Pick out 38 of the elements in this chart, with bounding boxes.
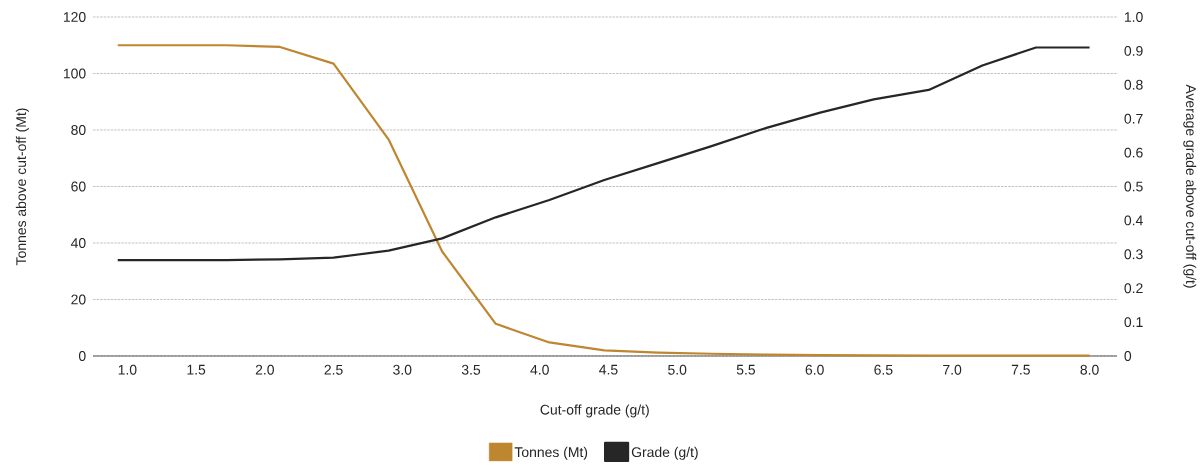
x-tick-label: 3.0 <box>393 364 412 375</box>
y2-tick-label: 0 <box>1124 351 1132 361</box>
y2-tick-label: 0.9 <box>1124 45 1143 56</box>
y2-tick-label: 0.6 <box>1124 147 1143 158</box>
x-tick-label: 5.5 <box>736 364 756 375</box>
y2-tick-label: 0.8 <box>1124 79 1143 90</box>
x-tick-label: 1.0 <box>118 364 137 375</box>
x-axis-title: Cut-off grade (g/t) <box>540 404 649 418</box>
x-tick-label: 4.0 <box>530 364 549 375</box>
y-tick-label: 100 <box>63 68 86 79</box>
legend-label: Grade (g/t) <box>631 446 698 460</box>
y2-tick-label: 0.5 <box>1124 181 1143 192</box>
x-tick-label: 8.0 <box>1080 364 1099 375</box>
x-tick-label: 6.0 <box>805 364 824 375</box>
legend-label: Tonnes (Mt) <box>514 446 588 460</box>
y-tick-label: 40 <box>70 238 86 248</box>
x-tick-label: 2.5 <box>324 364 343 375</box>
x-tick-label: 3.5 <box>461 364 481 375</box>
y-tick-label: 80 <box>71 125 86 135</box>
y2-tick-label: 0.1 <box>1124 317 1143 328</box>
x-tick-label: 7.0 <box>943 364 962 375</box>
x-tick-label: 6.5 <box>874 364 893 375</box>
y2-axis-title: Average grade above cut-off (g/t) <box>1183 84 1197 288</box>
y2-tick-label: 0.4 <box>1124 215 1143 226</box>
x-tick-label: 1.5 <box>187 364 206 375</box>
y-axis-title: Tonnes above cut-off (Mt) <box>15 108 29 266</box>
x-tick-label: 5.0 <box>668 364 687 375</box>
y2-tick-label: 0.3 <box>1124 249 1143 260</box>
y2-tick-label: 0.2 <box>1124 283 1143 294</box>
x-tick-label: 2.0 <box>255 364 274 375</box>
y-tick-label: 0 <box>78 351 86 361</box>
x-tick-label: 7.5 <box>1011 364 1030 375</box>
y-tick-label: 60 <box>71 181 86 192</box>
y2-tick-label: 1.0 <box>1124 12 1143 22</box>
x-tick-label: 4.5 <box>599 364 618 375</box>
y-tick-label: 20 <box>71 294 86 305</box>
y2-tick-label: 0.7 <box>1124 113 1143 124</box>
y-tick-label: 120 <box>63 12 86 22</box>
